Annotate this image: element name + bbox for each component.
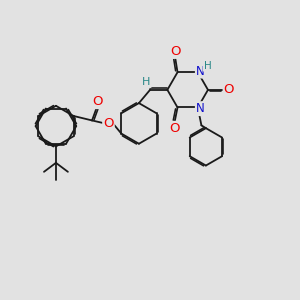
Text: N: N <box>196 102 205 115</box>
Text: O: O <box>92 95 103 108</box>
Text: O: O <box>169 122 180 135</box>
Text: H: H <box>142 77 151 87</box>
Text: N: N <box>196 64 205 78</box>
Text: O: O <box>224 83 234 96</box>
Text: H: H <box>203 61 211 71</box>
Text: O: O <box>170 45 180 58</box>
Text: O: O <box>103 117 114 130</box>
